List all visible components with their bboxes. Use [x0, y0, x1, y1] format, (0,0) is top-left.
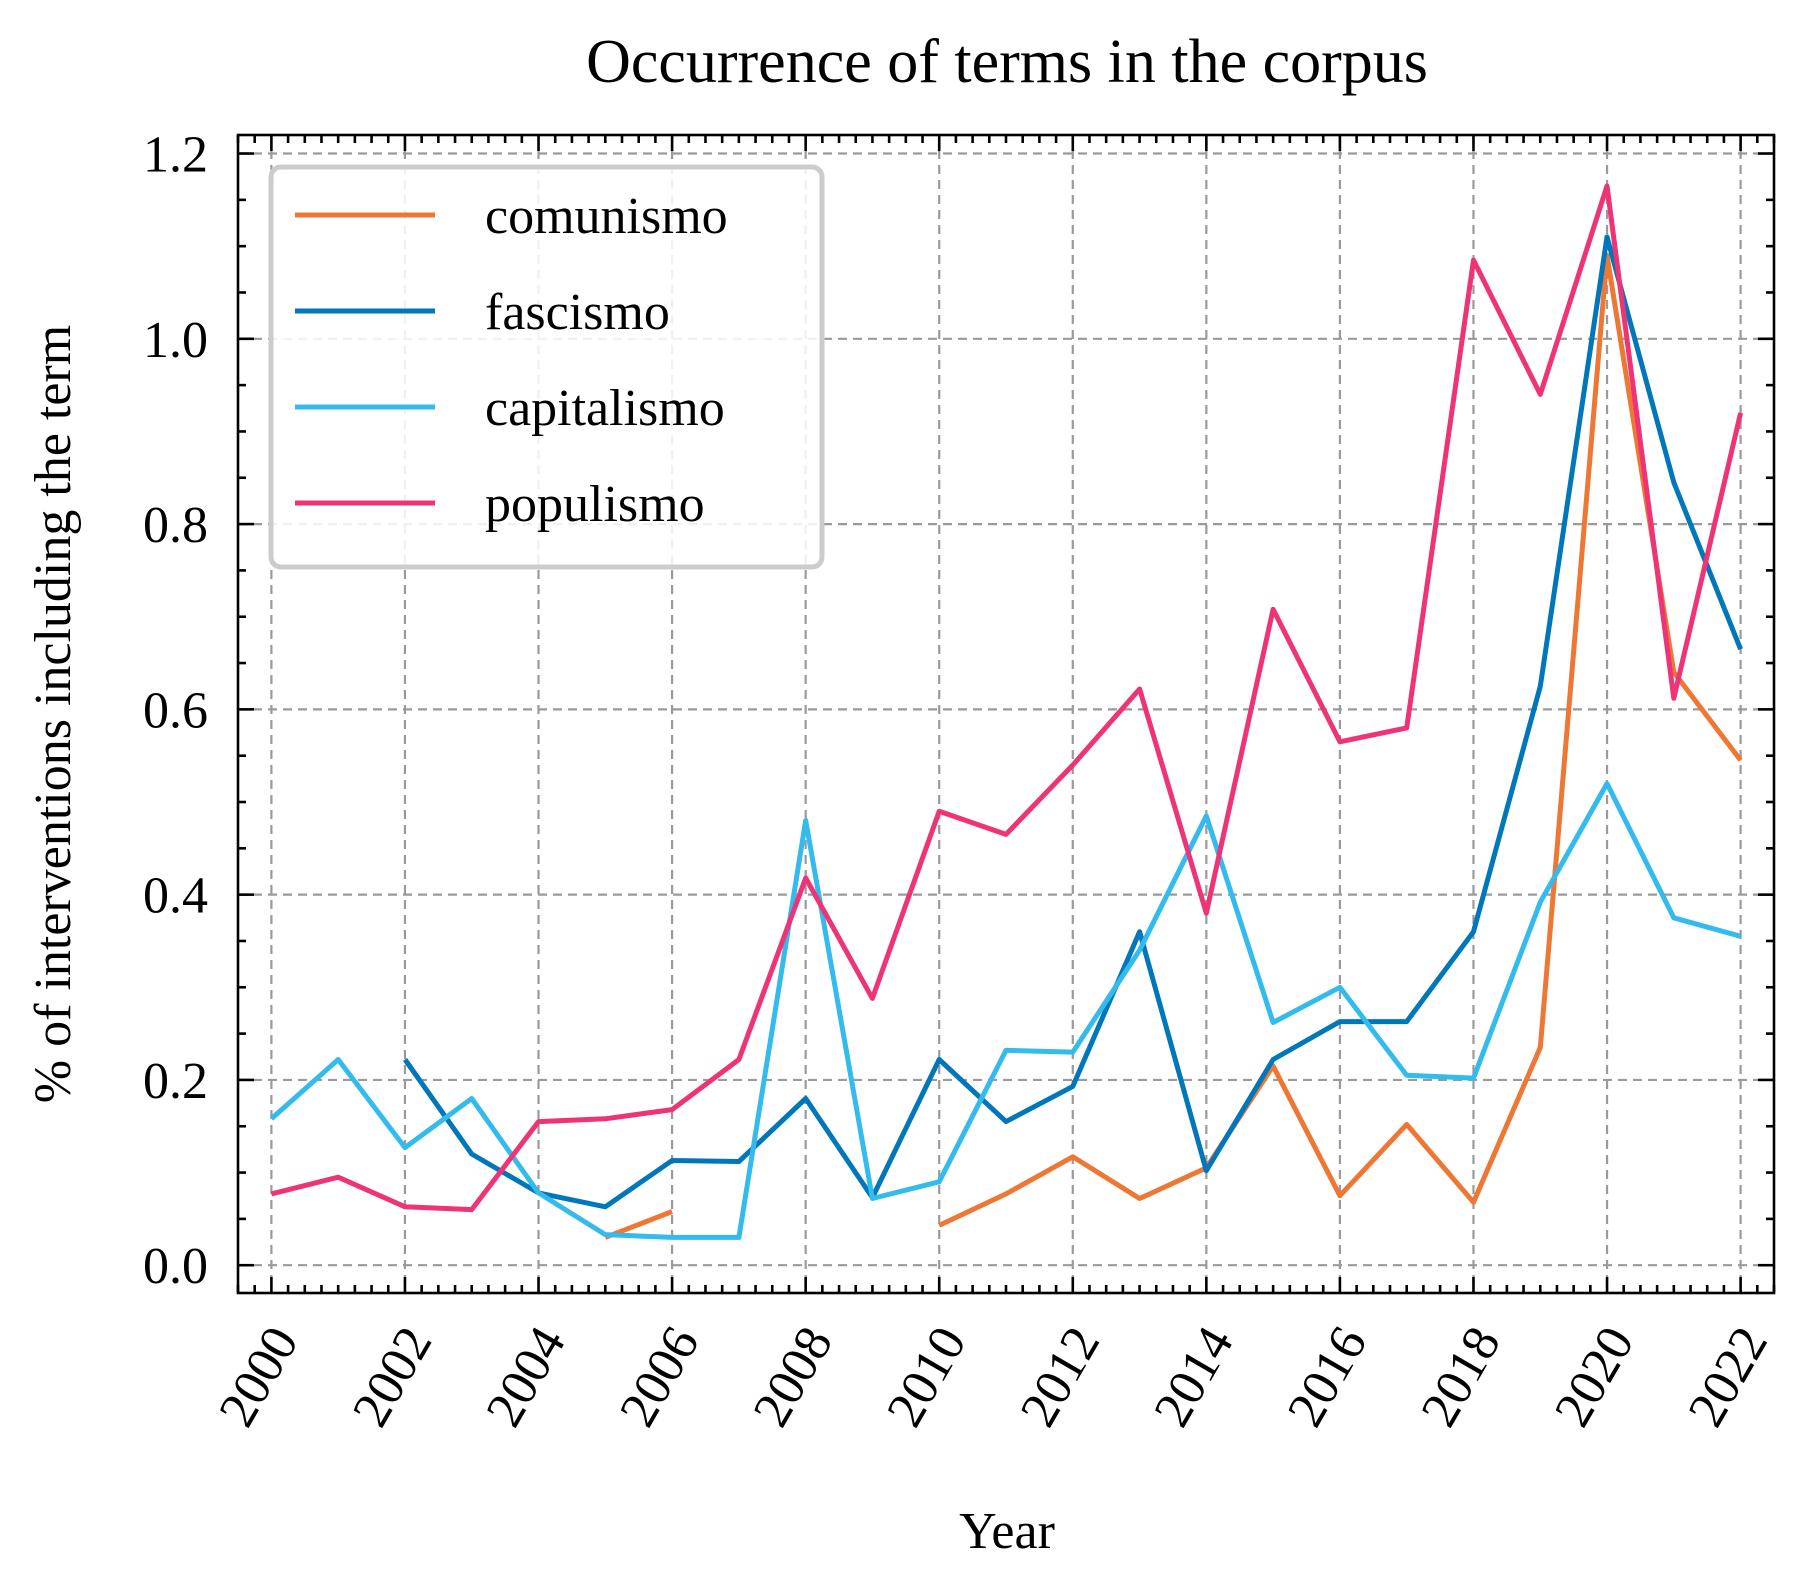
y-axis-label: % of interventions including the term	[25, 325, 82, 1103]
y-tick-label: 0.4	[143, 868, 208, 925]
x-tick-label: 2006	[609, 1318, 710, 1437]
y-tick-label: 0.6	[143, 682, 208, 739]
legend-label-capitalismo: capitalismo	[485, 380, 725, 437]
x-tick-label: 2022	[1678, 1318, 1779, 1437]
x-tick-label: 2012	[1010, 1318, 1111, 1437]
x-tick-label: 2002	[342, 1318, 443, 1437]
series-capitalismo	[269, 781, 1742, 1240]
legend-label-fascismo: fascismo	[485, 284, 670, 341]
series-populismo	[270, 183, 1744, 1213]
chart-title: Occurrence of terms in the corpus	[586, 28, 1428, 96]
y-tick-labels: 0.0 0.2 0.4 0.6 0.8 1.0 1.2	[143, 127, 208, 1296]
x-tick-label: 2014	[1143, 1318, 1244, 1437]
y-tick-label: 0.0	[143, 1238, 208, 1295]
series-line-comunismo	[938, 252, 1743, 1228]
y-tick-label: 0.2	[143, 1053, 208, 1110]
legend: comunismo fascismo capitalismo populismo	[268, 164, 825, 570]
x-tick-labels: 2000 2002 2004 2006 2008 2010 2012 2014 2016 2018…	[208, 1318, 1779, 1437]
x-tick-label: 2000	[208, 1318, 309, 1437]
y-tick-label: 1.2	[143, 127, 208, 184]
series-lines	[269, 183, 1744, 1240]
x-tick-label: 2008	[743, 1318, 844, 1437]
series-line-capitalismo	[269, 781, 1742, 1240]
y-tick-label: 0.8	[143, 497, 208, 554]
y-tick-label: 1.0	[143, 312, 208, 369]
x-axis-label: Year	[959, 1503, 1055, 1560]
axis-ticks	[236, 135, 1776, 1293]
legend-label-populismo: populismo	[485, 476, 705, 533]
legend-box	[268, 164, 825, 570]
legend-label-comunismo: comunismo	[485, 188, 728, 245]
x-tick-label: 2018	[1411, 1318, 1512, 1437]
gridlines	[238, 135, 1774, 1293]
x-tick-label: 2020	[1544, 1318, 1645, 1437]
x-tick-label: 2004	[476, 1318, 577, 1437]
x-tick-label: 2016	[1277, 1318, 1378, 1437]
series-fascismo	[402, 234, 1743, 1210]
series-line-populismo	[270, 183, 1744, 1213]
x-tick-label: 2010	[876, 1318, 977, 1437]
series-line-fascismo	[402, 234, 1743, 1210]
